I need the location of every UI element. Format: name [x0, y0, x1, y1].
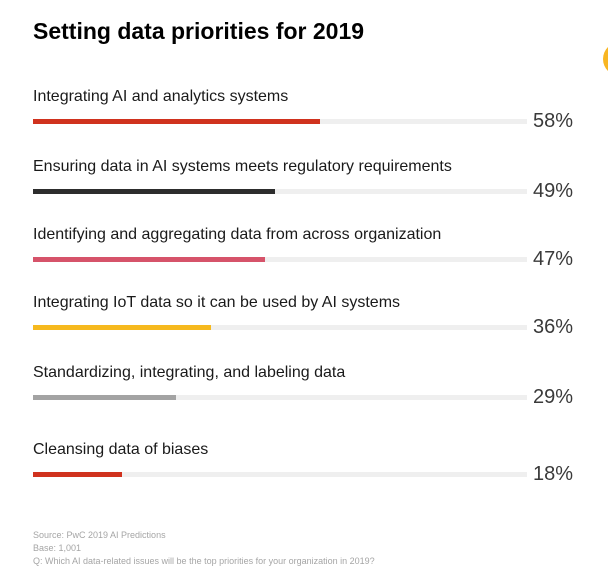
bar-category-label: Integrating IoT data so it can be used b… [33, 294, 401, 311]
bar-value-label: 58% [532, 110, 573, 132]
bar [33, 257, 266, 262]
bar-track [33, 257, 527, 262]
bar-category-label: Integrating AI and analytics systems [33, 88, 289, 105]
bar-row: Ensuring data in AI systems meets regula… [0, 158, 608, 208]
base-note: Base: 1,001 [33, 543, 82, 553]
bar-row: Cleansing data of biases 18% [0, 441, 608, 491]
bar-category-label: Ensuring data in AI systems meets regula… [33, 158, 452, 175]
bar-value-label: 29% [532, 386, 573, 408]
bar-track [33, 325, 527, 330]
question-note: Q: Which AI data-related issues will be … [33, 556, 375, 566]
bar-row: Integrating AI and analytics systems 58% [0, 88, 608, 138]
bar-row: Standardizing, integrating, and labeling… [0, 364, 608, 414]
source-note: Source: PwC 2019 AI Predictions [33, 530, 166, 540]
bar-track [33, 189, 527, 194]
bar-category-label: Identifying and aggregating data from ac… [33, 226, 442, 243]
bar-value-label: 18% [532, 463, 573, 485]
bar-value-label: 47% [532, 248, 573, 270]
bar-category-label: Cleansing data of biases [33, 441, 209, 458]
bar-category-label: Standardizing, integrating, and labeling… [33, 364, 346, 381]
bar-value-label: 36% [532, 316, 573, 338]
bar [33, 325, 211, 330]
bar-row: Integrating IoT data so it can be used b… [0, 294, 608, 344]
bar-row: Identifying and aggregating data from ac… [0, 226, 608, 276]
bar-track [33, 119, 527, 124]
bar [33, 395, 177, 400]
bar-track [33, 472, 527, 477]
chart-title: Setting data priorities for 2019 [33, 18, 365, 44]
bar [33, 472, 122, 477]
bar [33, 119, 320, 124]
bar-value-label: 49% [532, 180, 573, 202]
accent-circle [603, 42, 608, 76]
bar-track [33, 395, 527, 400]
bar [33, 189, 276, 194]
